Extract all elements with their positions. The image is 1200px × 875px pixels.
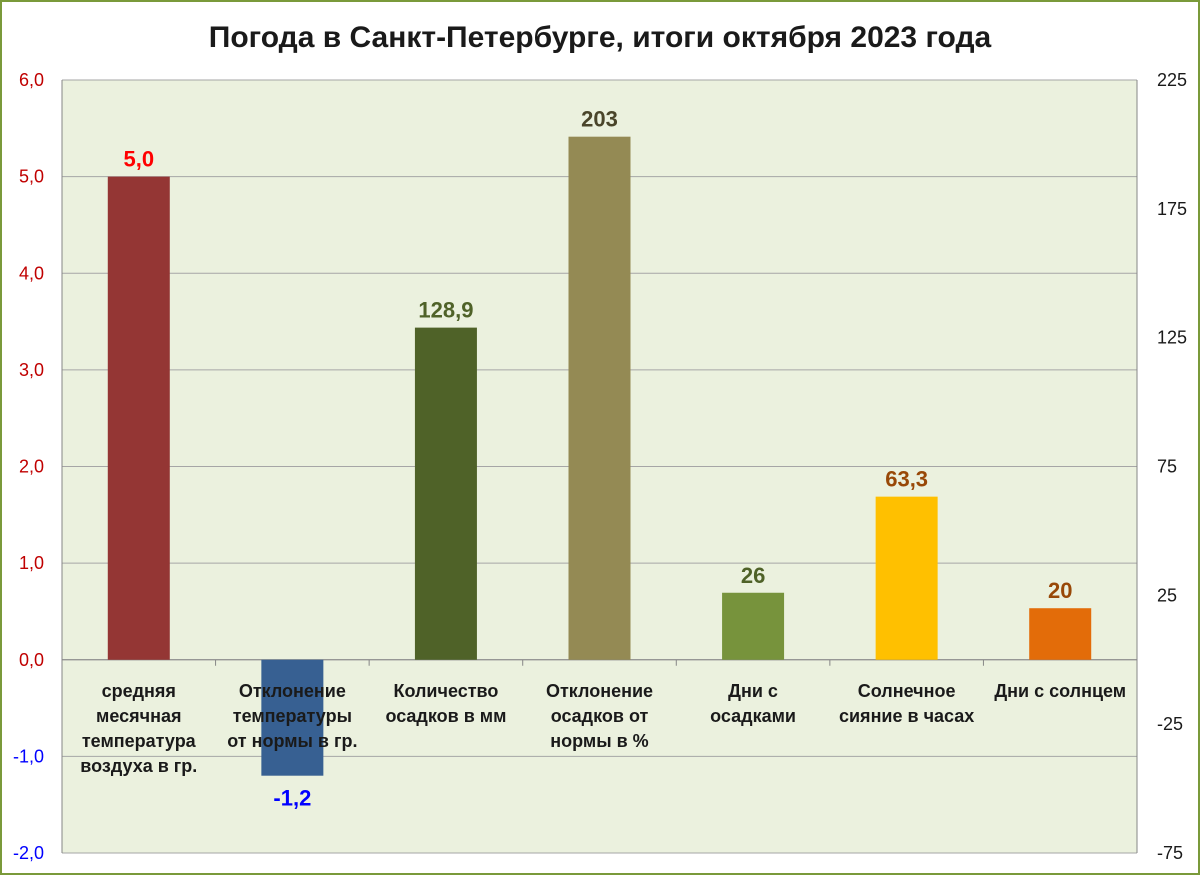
data-label: 203 [581, 107, 618, 132]
y-right-tick-label: -75 [1157, 843, 1183, 863]
bar [107, 176, 170, 660]
data-label: 26 [741, 563, 765, 588]
data-label: 63,3 [885, 467, 928, 492]
y-left-tick-label: 6,0 [19, 70, 44, 90]
y-left-tick-label: 5,0 [19, 167, 44, 187]
bar [414, 327, 477, 660]
chart-title: Погода в Санкт-Петербурге, итоги октября… [209, 21, 992, 54]
category-label: Отклонение осадков от нормы в % [546, 681, 653, 751]
y-right-tick-label: -25 [1157, 714, 1183, 734]
y-right-tick-label: 75 [1157, 457, 1177, 477]
y-right-tick-label: 25 [1157, 585, 1177, 605]
category-label: Дни с солнцем [994, 681, 1126, 701]
bar [875, 496, 938, 660]
y-left-tick-label: 3,0 [19, 360, 44, 380]
data-label: -1,2 [273, 786, 311, 811]
bar [1029, 608, 1092, 660]
category-label: Количество осадков в мм [385, 681, 506, 726]
y-left-tick-label: 0,0 [19, 650, 44, 670]
category-label: Солнечное сияние в часах [839, 681, 974, 726]
y-left-tick-label: 4,0 [19, 263, 44, 283]
y-right-tick-label: 175 [1157, 199, 1187, 219]
data-label: 128,9 [418, 298, 473, 323]
y-left-tick-label: 1,0 [19, 553, 44, 573]
bar [261, 659, 324, 776]
y-left-tick-label: -2,0 [13, 843, 44, 863]
bar [568, 136, 631, 660]
category-label: Отклонение температуры от нормы в гр. [227, 681, 357, 751]
y-right-tick-label: 225 [1157, 70, 1187, 90]
data-label: 20 [1048, 578, 1072, 603]
category-label: Дни с осадками [710, 681, 796, 726]
bar [722, 592, 785, 660]
data-label: 5,0 [123, 147, 154, 172]
category-label: средняя месячная температура воздуха в гр. [80, 681, 197, 776]
y-right-tick-label: 125 [1157, 328, 1187, 348]
y-left-tick-label: -1,0 [13, 746, 44, 766]
y-left-tick-label: 2,0 [19, 457, 44, 477]
